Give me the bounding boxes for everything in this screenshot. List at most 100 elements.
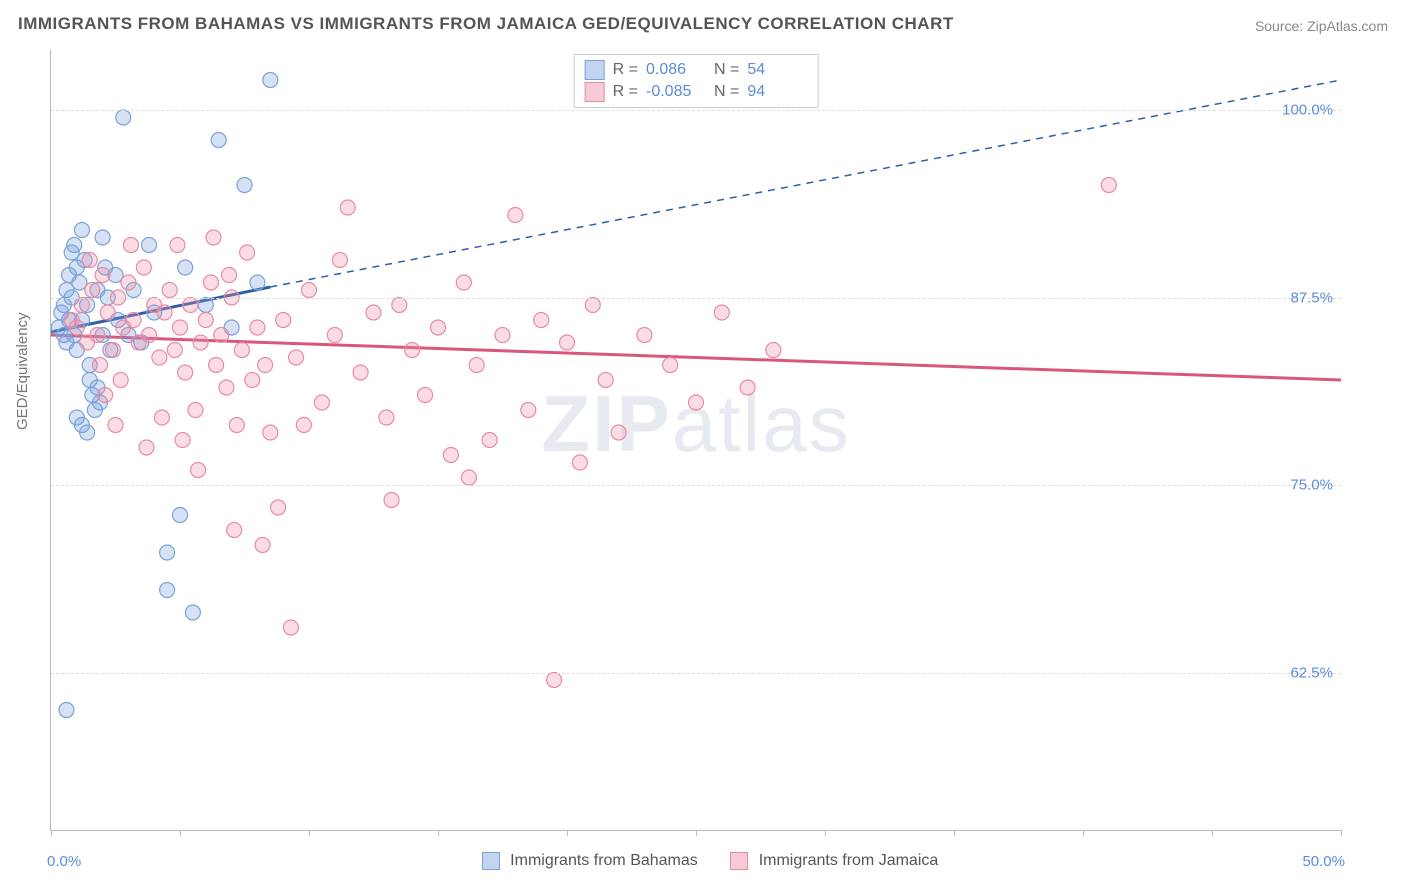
x-tick-mark <box>180 830 181 836</box>
n-value-jamaica: 94 <box>747 83 807 101</box>
scatter-point <box>245 373 260 388</box>
scatter-point <box>384 493 399 508</box>
x-tick-mark <box>1341 830 1342 836</box>
scatter-point <box>227 523 242 538</box>
scatter-point <box>296 418 311 433</box>
scatter-point <box>152 350 167 365</box>
scatter-point <box>237 178 252 193</box>
scatter-point <box>74 298 89 313</box>
scatter-point <box>142 238 157 253</box>
scatter-point <box>392 298 407 313</box>
y-tick-label: 87.5% <box>1290 289 1333 306</box>
scatter-point <box>340 200 355 215</box>
n-label: N = <box>714 83 739 101</box>
scatter-point <box>188 403 203 418</box>
scatter-point <box>142 328 157 343</box>
scatter-point <box>469 358 484 373</box>
scatter-point <box>289 350 304 365</box>
scatter-point <box>456 275 471 290</box>
scatter-point <box>167 343 182 358</box>
scatter-point <box>431 320 446 335</box>
scatter-point <box>173 508 188 523</box>
scatter-point <box>547 673 562 688</box>
scatter-point <box>93 358 108 373</box>
y-axis-label: GED/Equivalency <box>14 312 31 430</box>
r-label: R = <box>613 61 638 79</box>
legend-swatch-bahamas <box>482 852 500 870</box>
scatter-point <box>250 275 265 290</box>
scatter-point <box>160 545 175 560</box>
scatter-point <box>206 230 221 245</box>
scatter-point <box>191 463 206 478</box>
scatter-point <box>105 343 120 358</box>
scatter-point <box>154 410 169 425</box>
scatter-point <box>157 305 172 320</box>
stats-legend-box: R = 0.086 N = 54 R = -0.085 N = 94 <box>574 54 819 108</box>
n-value-bahamas: 54 <box>747 61 807 79</box>
scatter-point <box>418 388 433 403</box>
scatter-point <box>314 395 329 410</box>
scatter-point <box>766 343 781 358</box>
scatter-point <box>85 283 100 298</box>
scatter-point <box>271 500 286 515</box>
legend-label-jamaica: Immigrants from Jamaica <box>759 852 939 869</box>
r-label: R = <box>613 83 638 101</box>
scatter-point <box>211 133 226 148</box>
scatter-point <box>258 358 273 373</box>
scatter-point <box>74 223 89 238</box>
scatter-point <box>178 365 193 380</box>
r-value-bahamas: 0.086 <box>646 61 706 79</box>
scatter-point <box>136 260 151 275</box>
chart-title: IMMIGRANTS FROM BAHAMAS VS IMMIGRANTS FR… <box>18 14 954 34</box>
scatter-point <box>240 245 255 260</box>
legend-label-bahamas: Immigrants from Bahamas <box>510 852 698 869</box>
scatter-point <box>95 230 110 245</box>
y-tick-label: 100.0% <box>1282 102 1333 119</box>
scatter-point <box>521 403 536 418</box>
gridline <box>51 110 1341 111</box>
x-tick-mark <box>309 830 310 836</box>
scatter-point <box>482 433 497 448</box>
gridline <box>51 298 1341 299</box>
x-tick-mark <box>1212 830 1213 836</box>
scatter-point <box>203 275 218 290</box>
scatter-point <box>59 703 74 718</box>
scatter-point <box>508 208 523 223</box>
stats-row-bahamas: R = 0.086 N = 54 <box>585 59 808 81</box>
r-value-jamaica: -0.085 <box>646 83 706 101</box>
x-min-label: 0.0% <box>47 853 81 870</box>
scatter-point <box>740 380 755 395</box>
scatter-point <box>162 283 177 298</box>
scatter-point <box>139 440 154 455</box>
scatter-point <box>263 425 278 440</box>
scatter-points <box>51 50 1341 830</box>
scatter-point <box>1101 178 1116 193</box>
scatter-point <box>183 298 198 313</box>
x-max-label: 50.0% <box>1302 853 1345 870</box>
swatch-jamaica <box>585 82 605 102</box>
source-attribution: Source: ZipAtlas.com <box>1255 18 1388 34</box>
scatter-point <box>214 328 229 343</box>
plot-area: ZIPatlas R = 0.086 N = 54 R = -0.085 N =… <box>50 50 1341 831</box>
x-tick-mark <box>954 830 955 836</box>
scatter-point <box>255 538 270 553</box>
scatter-point <box>198 298 213 313</box>
scatter-point <box>234 343 249 358</box>
scatter-point <box>100 305 115 320</box>
scatter-point <box>637 328 652 343</box>
legend-bottom: Immigrants from Bahamas Immigrants from … <box>51 852 1341 870</box>
swatch-bahamas <box>585 60 605 80</box>
x-tick-mark <box>438 830 439 836</box>
scatter-point <box>98 388 113 403</box>
scatter-point <box>67 238 82 253</box>
scatter-point <box>327 328 342 343</box>
gridline <box>51 673 1341 674</box>
scatter-point <box>585 298 600 313</box>
legend-swatch-jamaica <box>730 852 748 870</box>
scatter-point <box>443 448 458 463</box>
scatter-point <box>178 260 193 275</box>
scatter-point <box>611 425 626 440</box>
scatter-point <box>222 268 237 283</box>
y-tick-label: 75.0% <box>1290 477 1333 494</box>
scatter-point <box>121 275 136 290</box>
